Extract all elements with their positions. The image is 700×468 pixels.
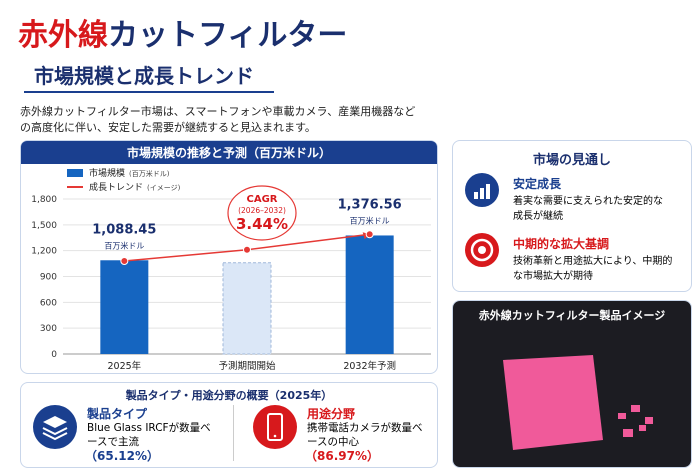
overview-item-share: （65.12%） [85, 449, 159, 463]
y-tick-label: 600 [40, 298, 57, 308]
outlook-item-text: 技術革新と用途拡大により、中期的な市場拡大が期待 [513, 256, 673, 282]
subtitle: 市場規模と成長トレンド [34, 64, 254, 88]
value-label: 1,376.56 [338, 197, 402, 212]
x-tick-label: 2025年 [107, 360, 141, 372]
overview-item-title: 製品タイプ [87, 407, 148, 421]
legend-swatch [67, 169, 83, 177]
legend-label: 成長トレンド [89, 181, 143, 193]
chart: 0 300 600 900 1,200 1,500 1,800 市場規模 (百万米ドル) 成長トレ… [31, 167, 431, 372]
cagr-label: CAGR [247, 194, 278, 205]
overview-item-share: （86.97%） [305, 449, 379, 463]
intro: 赤外線カットフィルター市場は、スマートフォンや車載カメラ、産業用機器などの高度化… [20, 105, 416, 134]
outlook-panel: 市場の見通し 安定成長 着実な需要に支えられた安定的な成長が継続 中期的な拡大基… [452, 140, 692, 292]
growth-icon [465, 173, 499, 207]
title: 赤外線カットフィルター [18, 10, 347, 54]
image-title: 赤外線カットフィルター製品イメージ [478, 309, 666, 322]
trend-point [243, 245, 251, 254]
target-icon [465, 233, 499, 267]
phone-icon [253, 405, 297, 449]
trend-point [365, 230, 374, 239]
y-tick-label: 900 [40, 273, 57, 283]
bar [345, 235, 394, 354]
cagr-period: (2026–2032) [238, 206, 286, 215]
y-tick-label: 300 [40, 324, 57, 334]
y-tick-label: 0 [51, 350, 57, 360]
outlook-item-title: 安定成長 [513, 177, 562, 191]
overview-panel: 製品タイプ・用途分野の概要（2025年） 製品タイプ Blue Glass IR… [20, 382, 438, 468]
y-tick-label: 1,200 [31, 247, 57, 257]
overview-item-title: 用途分野 [307, 407, 356, 421]
divider [233, 405, 234, 461]
value-unit: 百万米ドル [104, 240, 144, 250]
layers-icon [33, 405, 77, 449]
bar [100, 260, 149, 354]
bar [222, 262, 272, 355]
legend-note: (イメージ) [147, 184, 181, 192]
cagr-bubble [227, 185, 297, 241]
cagr-value: 3.44% [236, 215, 288, 233]
overview-item-text: 携帯電話カメラが数量ベースの中心 [307, 422, 423, 448]
outlook-item-title: 中期的な拡大基調 [513, 237, 610, 251]
overview-item-text: Blue Glass IRCFが数量ベースで主流 [87, 422, 211, 448]
title-blue: カットフィルター [108, 18, 348, 53]
trend-point [120, 257, 129, 265]
y-tick-label: 1,500 [31, 221, 57, 231]
overview-title: 製品タイプ・用途分野の概要（2025年） [125, 389, 333, 402]
x-tick-label: 予測期間開始 [218, 360, 276, 372]
product-image [503, 355, 653, 450]
image-panel: 赤外線カットフィルター製品イメージ [452, 300, 692, 468]
title-red: 赤外線 [18, 18, 108, 53]
value-unit: 百万米ドル [350, 215, 390, 225]
chart-panel: 市場規模の推移と予測（百万米ドル） 0 300 600 900 1,200 1,500 1,… [20, 140, 438, 374]
outlook-item-text: 着実な需要に支えられた安定的な成長が継続 [513, 196, 663, 222]
underline [24, 91, 274, 93]
y-tick-label: 1,800 [31, 195, 57, 205]
x-tick-label: 2032年予測 [343, 360, 396, 372]
legend-label: 市場規模 [89, 167, 125, 179]
outlook-title: 市場の見通し [532, 153, 611, 168]
chart-title: 市場規模の推移と予測（百万米ドル） [21, 141, 437, 164]
value-label: 1,088.45 [92, 222, 156, 237]
legend-note: (百万米ドル) [129, 169, 170, 178]
